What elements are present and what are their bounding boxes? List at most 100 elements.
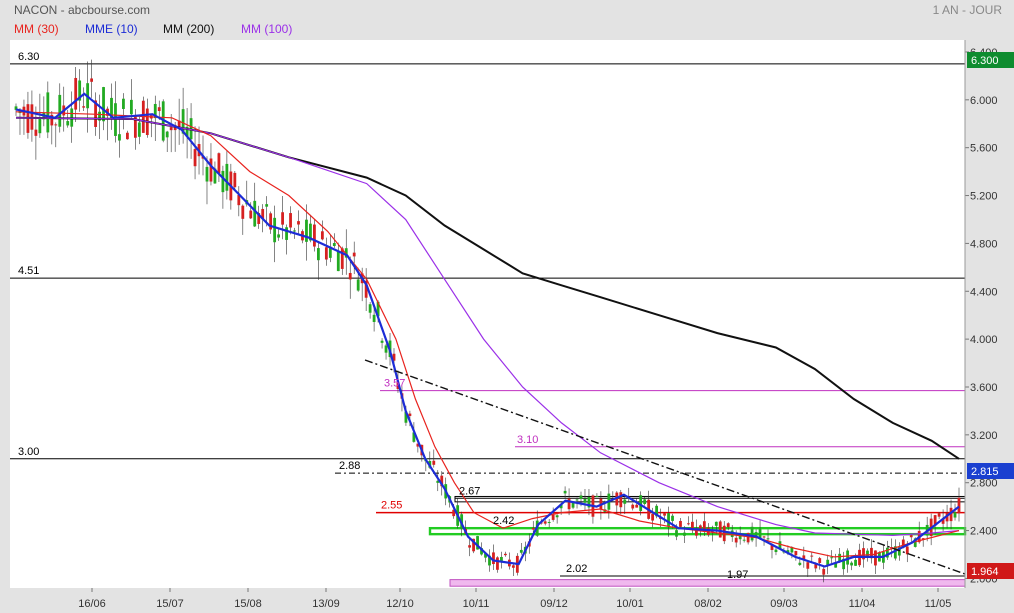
candle-body (380, 340, 384, 343)
level-label-8: 2.42 (493, 515, 514, 527)
x-axis: 16/06 15/07 15/08 13/09 12/10 10/11 09/12 10/01… (78, 588, 951, 610)
candle-body (635, 504, 639, 508)
low-zone-box (449, 579, 966, 587)
candle-body (714, 521, 718, 526)
candle-body (122, 98, 125, 109)
candle-body (372, 314, 376, 322)
candle-body (623, 499, 627, 504)
candle-body (854, 559, 857, 566)
candle-body (352, 252, 356, 257)
candle-body (392, 353, 396, 361)
x-tick-label-1: 15/07 (156, 598, 184, 610)
candle-body (893, 546, 897, 559)
candle-body (309, 223, 312, 241)
candle-body (293, 230, 296, 232)
chart-period: 1 AN - JOUR (933, 3, 1003, 17)
candle-body (364, 280, 368, 298)
candle-body (687, 523, 690, 525)
candle-body (818, 558, 822, 563)
candle-body (511, 565, 515, 568)
candle-body (742, 539, 746, 541)
candle-body (850, 562, 853, 566)
candle-body (177, 120, 181, 129)
candle-body (169, 127, 173, 131)
candle-body (328, 246, 332, 258)
candle-body (543, 521, 547, 524)
candle-body (157, 107, 161, 112)
candle-body (885, 547, 889, 558)
candle-body (790, 547, 794, 553)
candle-body (480, 548, 483, 555)
candle-body (133, 116, 137, 138)
candle-body (348, 272, 352, 280)
trend-annotations (364, 359, 966, 575)
low-price-badge (967, 563, 1014, 579)
candle-body (842, 558, 846, 570)
candle-body (957, 497, 961, 514)
candle-body (941, 518, 945, 524)
candle-body (54, 124, 58, 126)
candle-body (862, 548, 865, 560)
y-tick-label-8: 3.200 (970, 430, 998, 442)
candle-body (233, 172, 237, 188)
candle-body (324, 247, 328, 260)
candle-body (746, 532, 750, 543)
candle-body (651, 514, 655, 521)
y-tick-label-10: 2.400 (970, 526, 998, 538)
level-label-0: 6.30 (18, 51, 39, 63)
candle-body (221, 170, 225, 193)
candle-body (205, 166, 209, 182)
candle-body (679, 520, 682, 527)
candle-body (118, 134, 121, 141)
candle-body (758, 529, 762, 539)
candle-body (726, 523, 730, 528)
level-label-10: 1.97 (727, 569, 748, 581)
candle-body (786, 550, 790, 554)
candle-body (185, 126, 189, 137)
candle-body (802, 555, 806, 560)
candle-body (305, 219, 308, 242)
candle-body (396, 382, 400, 389)
candle-body (571, 502, 575, 508)
x-tick-label-2: 15/08 (234, 598, 262, 610)
candle-body (126, 132, 129, 140)
legend: MM (30) MME (10) MM (200) MM (100) (14, 22, 292, 36)
candle-body (563, 490, 567, 494)
candle-body (78, 80, 82, 101)
candle-body (376, 301, 380, 317)
x-tick-label-3: 13/09 (312, 598, 340, 610)
candle-body (74, 77, 78, 110)
candle-body (889, 547, 893, 549)
x-tick-label-10: 11/04 (849, 598, 876, 610)
candle-body (814, 564, 818, 569)
candle-body (217, 153, 221, 174)
candle-body (718, 521, 722, 538)
candle-body (663, 513, 666, 516)
candle-body (734, 537, 738, 543)
candle-body (794, 551, 798, 556)
level-label-5: 2.88 (339, 460, 360, 472)
candle-body (575, 499, 579, 501)
candle-body (484, 553, 487, 558)
candle-body (237, 194, 241, 206)
candle-body (949, 507, 953, 522)
chart-title: NACON - abcbourse.com (14, 3, 150, 17)
candle-body (770, 544, 774, 550)
candle-body (153, 103, 157, 119)
candle-body (368, 304, 372, 313)
level-label-7: 2.55 (381, 500, 402, 512)
candle-body (643, 499, 647, 505)
candle-body (762, 536, 766, 538)
candle-body (798, 562, 802, 565)
candle-body (830, 557, 834, 559)
candle-body (209, 158, 213, 182)
candle-body (897, 547, 901, 556)
candle-body (905, 546, 909, 555)
candle-body (937, 513, 941, 517)
candle-body (416, 443, 420, 447)
candle-body (754, 532, 758, 537)
x-tick-label-5: 10/11 (463, 598, 490, 610)
legend-entry-2: MM (200) (163, 22, 214, 36)
candle-body (285, 227, 288, 240)
legend-entry-1: MME (10) (85, 22, 138, 36)
